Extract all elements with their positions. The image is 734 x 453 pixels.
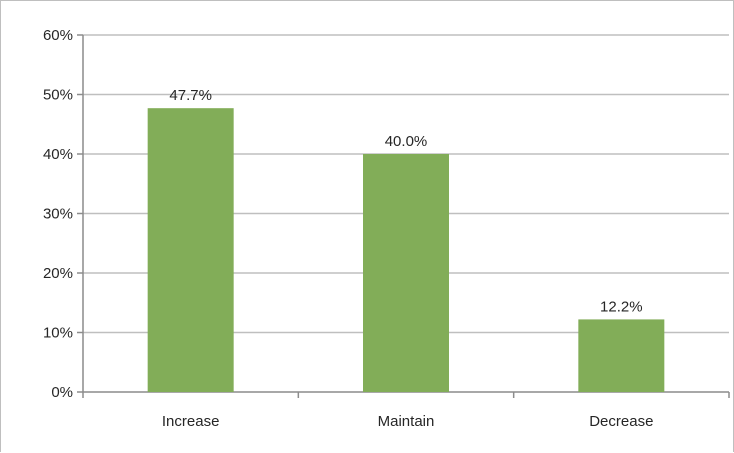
- data-label: 40.0%: [385, 133, 428, 150]
- bar-maintain: [363, 154, 449, 392]
- bar-decrease: [578, 319, 665, 392]
- data-label: 47.7%: [169, 87, 212, 104]
- y-tick-label: 50%: [43, 87, 73, 104]
- y-tick-label: 30%: [43, 206, 73, 223]
- y-tick-label: 0%: [51, 384, 73, 401]
- bar-increase: [147, 108, 234, 392]
- y-tick-label: 40%: [43, 146, 73, 163]
- y-tick-label: 20%: [43, 265, 73, 282]
- x-tick-label: Maintain: [378, 413, 435, 430]
- data-label: 12.2%: [600, 298, 643, 315]
- y-tick-label: 60%: [43, 27, 73, 44]
- x-tick-label: Decrease: [589, 413, 653, 430]
- x-tick-label: Increase: [162, 413, 220, 430]
- y-tick-label: 10%: [43, 325, 73, 342]
